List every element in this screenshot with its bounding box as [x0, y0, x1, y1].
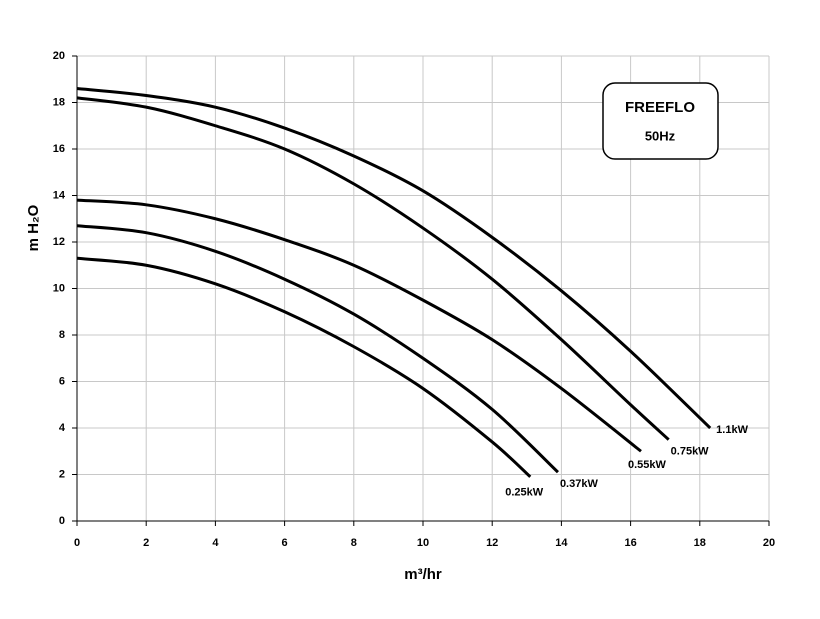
x-tick-label: 20 [763, 537, 775, 549]
y-tick-label: 12 [53, 236, 65, 248]
y-tick-label: 6 [59, 375, 65, 387]
y-tick-label: 20 [53, 50, 65, 62]
y-tick-label: 18 [53, 96, 65, 108]
annotation: FREEFLO [625, 99, 695, 116]
y-tick-label: 10 [53, 282, 65, 294]
annotation-box [602, 82, 719, 160]
x-tick-label: 16 [624, 537, 636, 549]
y-tick-label: 4 [59, 422, 66, 434]
y-tick-label: 8 [59, 329, 65, 341]
y-tick-label: 14 [53, 189, 66, 201]
x-tick-label: 2 [143, 537, 149, 549]
y-tick-label: 2 [59, 468, 65, 480]
x-tick-label: 18 [694, 537, 706, 549]
y-axis-label: m H₂O [25, 204, 42, 251]
y-tick-label: 16 [53, 143, 65, 155]
x-tick-label: 6 [282, 537, 288, 549]
x-tick-label: 10 [417, 537, 429, 549]
series-label: 0.75kW [671, 446, 710, 458]
x-tick-label: 0 [74, 537, 80, 549]
series-label: 0.55kW [628, 459, 667, 471]
x-tick-label: 12 [486, 537, 498, 549]
series-label: 0.25kW [505, 487, 544, 499]
annotation: 50Hz [645, 128, 676, 143]
curve [76, 224, 559, 474]
series-label: 0.37kW [560, 478, 599, 490]
x-tick-label: 14 [555, 537, 568, 549]
x-tick-label: 4 [212, 537, 219, 549]
x-tick-label: 8 [351, 537, 357, 549]
y-tick-label: 0 [59, 515, 65, 527]
curve [76, 96, 670, 441]
curve [76, 87, 712, 430]
curve [76, 198, 642, 453]
x-axis-label: m³/hr [404, 566, 442, 583]
series-label: 1.1kW [716, 424, 748, 436]
curve [76, 256, 532, 478]
